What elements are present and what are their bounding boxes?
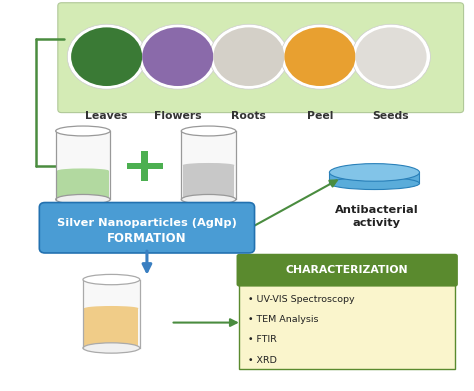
Circle shape — [138, 24, 217, 89]
Circle shape — [281, 24, 359, 89]
Polygon shape — [83, 280, 140, 348]
Ellipse shape — [55, 194, 110, 204]
Polygon shape — [56, 131, 110, 199]
Text: • XRD: • XRD — [248, 355, 277, 365]
Polygon shape — [57, 170, 109, 199]
FancyBboxPatch shape — [39, 203, 255, 253]
Text: CHARACTERIZATION: CHARACTERIZATION — [286, 265, 409, 275]
Circle shape — [352, 24, 430, 89]
Ellipse shape — [83, 274, 140, 285]
Ellipse shape — [84, 306, 138, 310]
Circle shape — [71, 27, 142, 86]
Ellipse shape — [83, 343, 140, 353]
Ellipse shape — [182, 163, 234, 167]
Text: AgNO₃: AgNO₃ — [189, 230, 228, 240]
Polygon shape — [181, 131, 236, 199]
Text: Leaves: Leaves — [85, 111, 128, 122]
Text: Silver Nanoparticles (AgNp): Silver Nanoparticles (AgNp) — [57, 218, 237, 228]
Circle shape — [356, 27, 427, 86]
Ellipse shape — [55, 126, 110, 136]
Text: Flowers: Flowers — [154, 111, 201, 122]
Text: • FTIR: • FTIR — [248, 335, 277, 344]
Ellipse shape — [329, 163, 419, 181]
Ellipse shape — [181, 194, 236, 204]
Ellipse shape — [57, 169, 109, 173]
FancyBboxPatch shape — [58, 3, 464, 113]
FancyBboxPatch shape — [141, 151, 148, 181]
Ellipse shape — [181, 126, 236, 136]
Circle shape — [284, 27, 356, 86]
Text: Peel: Peel — [307, 111, 333, 122]
Text: Roots: Roots — [231, 111, 266, 122]
Polygon shape — [329, 172, 419, 183]
Text: FORMATION: FORMATION — [107, 231, 187, 244]
Text: • TEM Analysis: • TEM Analysis — [248, 315, 319, 324]
Text: Seeds: Seeds — [373, 111, 410, 122]
Text: Vegetal: Vegetal — [59, 208, 107, 218]
Circle shape — [210, 24, 288, 89]
FancyBboxPatch shape — [127, 163, 163, 169]
Text: Silver Nitrate: Silver Nitrate — [167, 208, 250, 218]
Text: Extract: Extract — [61, 230, 105, 240]
Text: • UV-VIS Spectroscopy: • UV-VIS Spectroscopy — [248, 294, 355, 304]
Polygon shape — [182, 165, 234, 199]
Ellipse shape — [329, 177, 419, 190]
Circle shape — [213, 27, 284, 86]
Text: Antibacterial
activity: Antibacterial activity — [335, 205, 419, 228]
FancyBboxPatch shape — [239, 284, 455, 369]
Circle shape — [67, 24, 146, 89]
Circle shape — [142, 27, 213, 86]
FancyBboxPatch shape — [237, 254, 458, 287]
Polygon shape — [84, 308, 138, 348]
